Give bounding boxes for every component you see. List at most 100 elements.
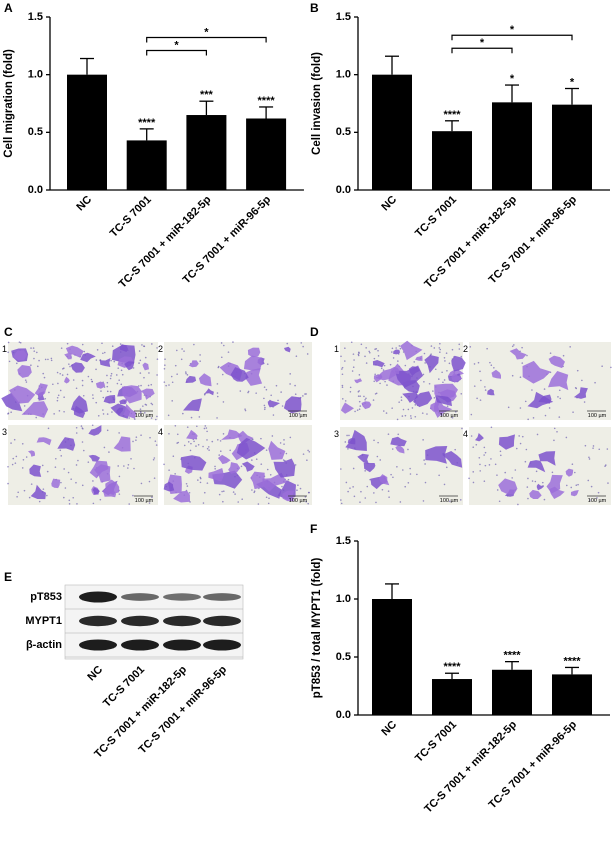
pore [168,432,170,435]
pore [572,411,574,413]
pore [216,383,219,385]
pore [102,396,105,399]
pore [92,480,94,482]
pore [95,368,97,371]
cell [373,374,383,383]
pore [488,464,491,466]
pore [75,387,78,390]
pore [156,374,158,376]
pore [106,381,109,384]
pore [351,370,354,372]
pore [182,412,184,415]
pore [263,404,266,407]
pore [102,413,105,415]
pore [382,369,385,371]
pore [500,454,502,457]
pore [30,483,33,485]
pore [35,416,38,419]
pore [260,437,262,440]
pore [156,415,158,418]
pore [296,489,298,492]
y-tick-label: 1.5 [28,11,43,23]
pore [422,373,425,376]
y-tick-label: 0.5 [28,126,43,138]
pore [199,360,201,362]
pore [69,365,71,368]
pore [199,354,201,356]
pore [80,425,83,427]
pore [601,365,603,368]
pore [138,362,140,364]
pore [397,360,399,362]
micrograph-label: 4 [158,427,163,437]
pore [521,435,524,438]
bar [246,118,287,190]
pore [597,491,600,494]
pore [443,356,446,359]
y-axis-label: Cell migration (fold) [3,49,15,158]
pore [244,408,246,410]
cell [88,454,100,462]
micrograph-label: 2 [158,344,163,354]
pore [176,433,179,436]
pore [470,435,473,437]
pore [494,463,497,466]
pore [7,482,9,485]
pore [59,389,62,392]
pore [96,349,99,351]
bar [432,679,472,715]
cell [283,396,302,414]
scale-label: 100 µm [289,498,308,504]
pore [195,445,197,447]
pore [350,341,353,344]
pore [16,495,18,498]
pore [251,459,253,461]
pore [64,487,67,489]
pore [120,369,123,372]
pore [265,449,268,451]
pore [364,497,367,499]
pore [358,374,361,376]
pore [75,481,77,484]
cell [29,464,42,477]
pore [341,366,344,369]
pore [222,401,225,403]
pore [109,390,112,393]
pore [399,501,402,503]
pore [25,456,28,458]
pore [138,385,140,387]
cell [36,437,52,446]
pore [41,464,44,467]
pore [140,384,142,387]
pore [272,414,275,416]
pore [139,359,142,362]
pore [234,493,236,495]
pore [247,390,250,393]
pore [139,412,142,414]
pore [478,456,481,459]
pore [67,471,70,474]
pore [490,426,493,429]
bar [432,131,472,190]
pore [483,480,486,482]
pore [81,484,84,487]
micrograph-label: 3 [2,427,7,437]
pore [410,417,412,419]
pore [106,413,109,415]
pore [56,371,59,374]
pore [110,375,112,377]
pore [460,393,463,395]
pore [180,358,183,361]
pore [384,380,386,383]
pore [423,352,426,355]
pore [340,502,343,505]
cell [141,388,155,400]
pore [50,359,53,362]
band [121,615,159,627]
pore [175,349,178,352]
bar [492,669,532,715]
pore [95,401,98,404]
cell [448,369,464,378]
significance-bracket [146,36,267,43]
pore [115,374,118,376]
